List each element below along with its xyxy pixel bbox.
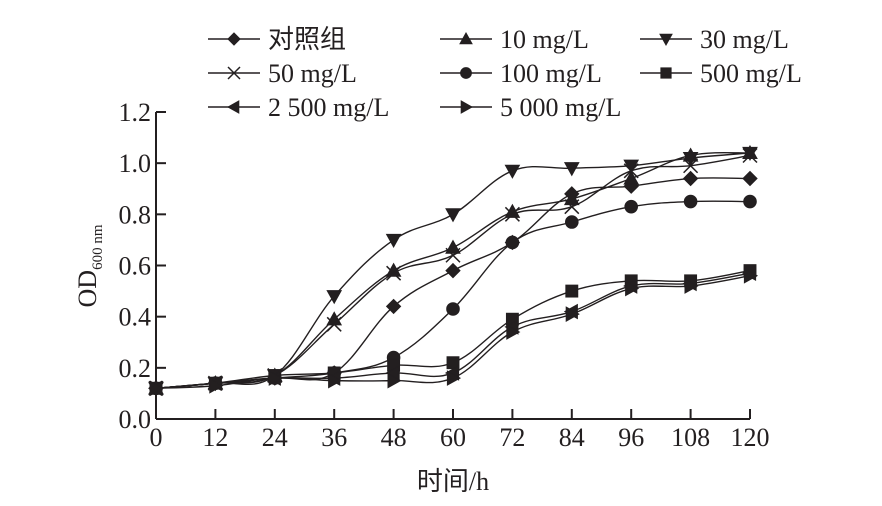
series-layer <box>147 144 759 397</box>
legend-label: 2 500 mg/L <box>268 93 389 122</box>
y-tick-label: 1.2 <box>119 98 152 127</box>
y-axis-title-subscript: 600 nm <box>90 224 106 270</box>
diamond-marker-icon <box>227 32 241 46</box>
triangle-right-marker-icon <box>268 370 283 386</box>
x-tick-label: 12 <box>202 423 228 452</box>
diamond-marker-icon <box>682 170 699 187</box>
legend-item: 30 mg/L <box>640 25 789 54</box>
circle-marker-icon <box>743 194 757 209</box>
triangle-right-marker-icon <box>460 100 474 114</box>
triangle-down-marker-icon <box>563 162 580 177</box>
legend-item: 2 500 mg/L <box>208 93 389 122</box>
triangle-up-marker-icon <box>563 190 580 206</box>
legend-label: 50 mg/L <box>268 59 357 88</box>
legend: 对照组 10 mg/L 30 mg/L 50 mg/L 100 mg/L 500 mg/L… <box>208 25 802 122</box>
triangle-right-marker-icon <box>446 370 462 386</box>
legend-label: 500 mg/L <box>700 59 802 88</box>
series-line <box>155 152 751 389</box>
legend-item: 5 000 mg/L <box>440 93 621 122</box>
triangle-down-marker-icon <box>659 33 673 47</box>
triangle-down-marker-icon <box>504 164 521 179</box>
triangle-right-marker-icon <box>565 306 580 322</box>
y-tick-label: 1.0 <box>119 149 152 178</box>
x-marker-icon <box>623 163 639 179</box>
x-tick-label: 24 <box>262 423 288 452</box>
x-marker-icon <box>742 147 758 164</box>
legend-item: 500 mg/L <box>640 59 802 88</box>
triangle-right-marker-icon <box>387 372 402 389</box>
triangle-right-marker-icon <box>209 377 224 394</box>
diamond-marker-icon <box>742 170 758 187</box>
y-tick-label: 0.6 <box>119 252 152 281</box>
legend-item: 10 mg/L <box>440 25 589 54</box>
legend-item: 50 mg/L <box>208 59 357 88</box>
circle-marker-icon <box>683 194 698 209</box>
y-axis-title: OD600 nm <box>73 224 106 307</box>
y-tick-label: 0.0 <box>119 405 152 434</box>
circle-marker-icon <box>624 199 639 214</box>
x-axis-ticks: 0 12 24 36 48 60 72 84 96 108 120 <box>150 409 770 452</box>
x-marker-icon <box>326 316 342 332</box>
circle-marker-icon <box>460 67 472 79</box>
triangle-down-marker-icon <box>742 146 758 161</box>
y-tick-label: 0.8 <box>119 200 152 229</box>
square-marker-icon <box>660 67 672 79</box>
axes: 0.0 0.2 0.4 0.6 0.8 1.0 1.2 0 12 24 36 48 60 72 84 96 1… <box>119 98 770 452</box>
triangle-right-marker-icon <box>506 324 521 340</box>
triangle-right-marker-icon <box>149 380 165 397</box>
x-tick-label: 48 <box>381 423 407 452</box>
x-marker-icon <box>683 158 699 174</box>
x-tick-label: 108 <box>671 423 710 452</box>
diamond-marker-icon <box>385 298 402 315</box>
y-tick-label: 0.2 <box>119 354 152 383</box>
square-marker-icon <box>565 284 579 298</box>
triangle-up-marker-icon <box>504 203 521 218</box>
legend-label: 100 mg/L <box>500 59 602 88</box>
y-axis-title-main: OD <box>73 270 102 308</box>
triangle-down-marker-icon <box>385 233 402 248</box>
x-marker-icon <box>386 265 402 281</box>
x-axis-title: 时间/h <box>417 467 489 496</box>
x-tick-label: 60 <box>440 423 466 452</box>
x-tick-label: 72 <box>499 423 525 452</box>
legend-item: 100 mg/L <box>440 59 602 88</box>
y-axis-ticks: 0.0 0.2 0.4 0.6 0.8 1.0 1.2 <box>119 98 166 434</box>
x-tick-label: 120 <box>731 423 770 452</box>
y-tick-label: 0.4 <box>119 303 152 332</box>
circle-marker-icon <box>446 302 460 316</box>
triangle-down-marker-icon <box>682 151 699 167</box>
triangle-up-marker-icon <box>623 170 640 185</box>
legend-item: 对照组 <box>208 25 346 54</box>
legend-label: 对照组 <box>268 25 346 54</box>
diamond-marker-icon <box>445 262 461 279</box>
triangle-up-marker-icon <box>445 239 461 254</box>
x-tick-label: 96 <box>618 423 644 452</box>
x-tick-label: 0 <box>150 423 163 452</box>
triangle-right-marker-icon <box>684 278 699 294</box>
legend-label: 30 mg/L <box>700 25 789 54</box>
triangle-up-marker-icon <box>459 31 473 45</box>
legend-label: 5 000 mg/L <box>500 93 621 122</box>
circle-marker-icon <box>505 235 520 250</box>
x-marker-icon <box>564 199 580 215</box>
triangle-right-marker-icon <box>625 280 640 297</box>
triangle-right-marker-icon <box>743 267 759 284</box>
x-tick-label: 36 <box>321 423 347 452</box>
legend-label: 10 mg/L <box>500 25 589 54</box>
triangle-left-marker-icon <box>226 100 240 114</box>
triangle-right-marker-icon <box>328 372 343 389</box>
x-marker-icon <box>227 66 241 80</box>
circle-marker-icon <box>565 215 579 229</box>
series-5000mg/l <box>149 267 759 397</box>
x-marker-icon <box>445 247 461 263</box>
x-tick-label: 84 <box>559 423 585 452</box>
triangle-down-marker-icon <box>326 290 343 305</box>
x-marker-icon <box>504 206 520 222</box>
triangle-down-marker-icon <box>445 208 461 223</box>
